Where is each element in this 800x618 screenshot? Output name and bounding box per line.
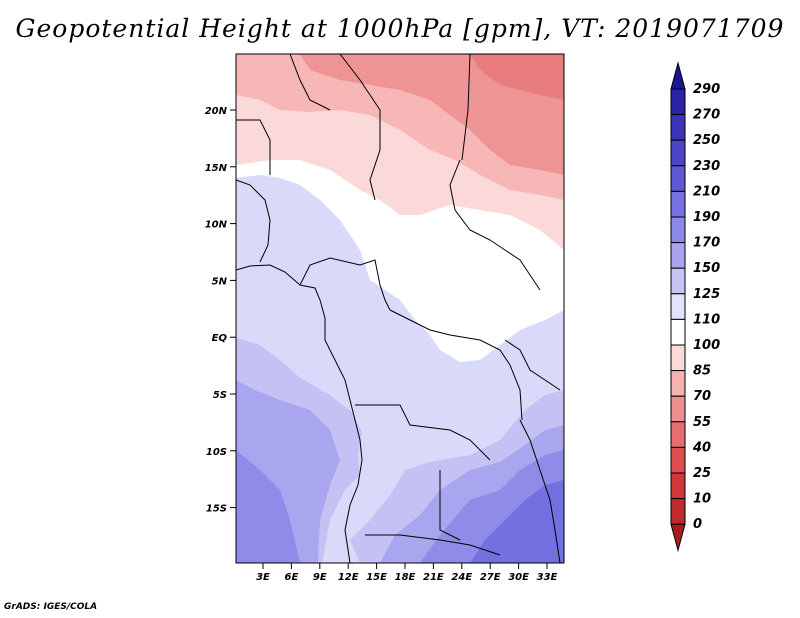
- colorbar-top-arrow: [670, 61, 686, 90]
- colorbar-label-13: 55: [693, 415, 711, 430]
- lon-label-4: 15E: [366, 572, 387, 583]
- lat-label-3: 5N: [212, 276, 228, 287]
- lat-label-7: 15S: [206, 504, 227, 515]
- colorbar-label-17: 0: [693, 517, 702, 532]
- shade-70-85: [300, 54, 564, 175]
- colorbar-box-9: [670, 318, 686, 346]
- colorbar-box-16: [670, 498, 686, 525]
- colorbar-box-11: [670, 370, 686, 397]
- lon-label-7: 24E: [451, 572, 472, 583]
- lat-label-6: 10S: [206, 447, 227, 458]
- colorbar-box-6: [670, 242, 686, 269]
- colorbar-label-4: 210: [693, 184, 720, 199]
- shade-210-230-east: [470, 480, 564, 563]
- longitude-axis: 3E 6E 9E 12E 15E 18E 21E 24E 27E 30E 33E: [256, 563, 558, 583]
- colorbar-label-5: 190: [693, 210, 720, 225]
- latitude-axis: 20N 15N 10N 5N EQ 5S 10S 15S: [205, 106, 236, 515]
- lon-label-10: 33E: [537, 572, 558, 583]
- colorbar-label-12: 70: [693, 389, 711, 404]
- colorbar-label-10: 100: [693, 338, 720, 353]
- colorbar-box-13: [670, 421, 686, 448]
- lat-label-1: 15N: [205, 163, 228, 174]
- map-frame: [235, 53, 565, 564]
- colorbar-label-2: 250: [693, 133, 720, 148]
- lat-label-0: 20N: [205, 106, 228, 117]
- colorbar-box-12: [670, 395, 686, 423]
- colorbar-bottom-arrow: [670, 523, 686, 553]
- colorbar-box-0: [670, 88, 686, 116]
- colorbar-label-14: 40: [692, 440, 711, 455]
- lon-label-0: 3E: [256, 572, 270, 583]
- colorbar-label-0: 290: [693, 82, 720, 97]
- colorbar-label-11: 85: [693, 364, 711, 379]
- colorbar-label-9: 110: [693, 312, 720, 327]
- colorbar-box-8: [670, 293, 686, 320]
- lon-label-3: 12E: [338, 572, 359, 583]
- colorbar-label-3: 230: [693, 159, 720, 174]
- plot-title: Geopotential Height at 1000hPa [gpm], VT…: [15, 14, 785, 43]
- lat-label-4: EQ: [212, 333, 228, 344]
- lon-label-1: 6E: [285, 572, 299, 583]
- colorbar-box-14: [670, 446, 686, 474]
- colorbar-box-2: [670, 139, 686, 167]
- lon-label-2: 9E: [313, 572, 327, 583]
- colorbar-label-15: 25: [693, 466, 711, 481]
- lon-label-8: 27E: [480, 572, 501, 583]
- colorbar-box-4: [670, 190, 686, 218]
- lon-label-5: 18E: [395, 572, 416, 583]
- map-panel: [236, 54, 564, 563]
- colorbar-box-1: [670, 114, 686, 141]
- colorbar-box-3: [670, 165, 686, 192]
- colorbar-label-8: 125: [693, 287, 720, 302]
- lat-label-2: 10N: [205, 220, 228, 231]
- coastlines: [236, 54, 561, 563]
- colorbar-box-10: [670, 344, 686, 372]
- lon-label-6: 21E: [423, 572, 444, 583]
- colorbar-box-5: [670, 216, 686, 244]
- colorbar-box-15: [670, 472, 686, 500]
- colorbar-label-16: 10: [693, 492, 711, 507]
- software-credit: GrADS: IGES/COLA: [4, 602, 98, 612]
- colorbar: 2902702502302101901701501251101008570554…: [670, 61, 720, 553]
- shade-55-70: [330, 54, 564, 100]
- lon-label-9: 30E: [508, 572, 529, 583]
- colorbar-box-7: [670, 267, 686, 295]
- shade-190-210: [236, 450, 300, 563]
- colorbar-label-1: 270: [693, 108, 720, 123]
- colorbar-label-6: 170: [693, 236, 720, 251]
- colorbar-label-7: 150: [693, 261, 720, 276]
- lat-label-5: 5S: [213, 390, 227, 401]
